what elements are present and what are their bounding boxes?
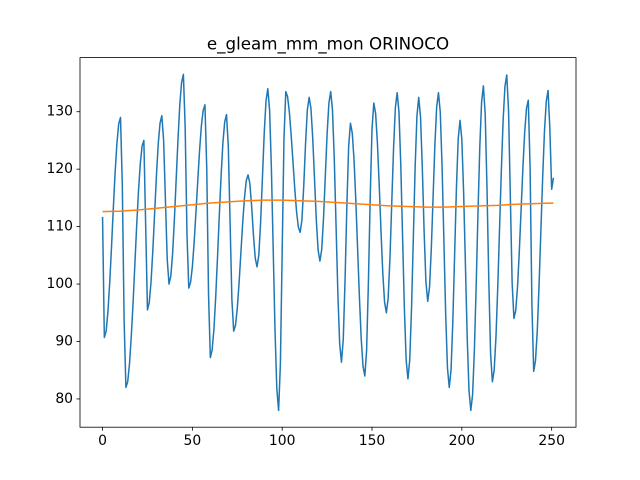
data-line [101, 73, 555, 412]
axes-frame [79, 57, 577, 428]
x-tick-label: 0 [98, 433, 107, 449]
x-tick-label: 50 [184, 433, 202, 449]
y-tick-label: 80 [55, 391, 73, 407]
x-tick-label: 150 [359, 433, 386, 449]
chart-title: e_gleam_mm_mon ORINOCO [207, 34, 449, 55]
y-tick-label: 130 [46, 104, 73, 120]
x-tick-label: 250 [538, 433, 565, 449]
plot-area [101, 73, 555, 412]
y-tick-label: 110 [46, 219, 73, 235]
y-tick-label: 100 [46, 276, 73, 292]
data-line [102, 199, 554, 213]
x-tick-label: 100 [269, 433, 296, 449]
y-tick-label: 90 [55, 333, 73, 349]
y-tick-label: 120 [46, 161, 73, 177]
x-tick-label: 200 [449, 433, 476, 449]
